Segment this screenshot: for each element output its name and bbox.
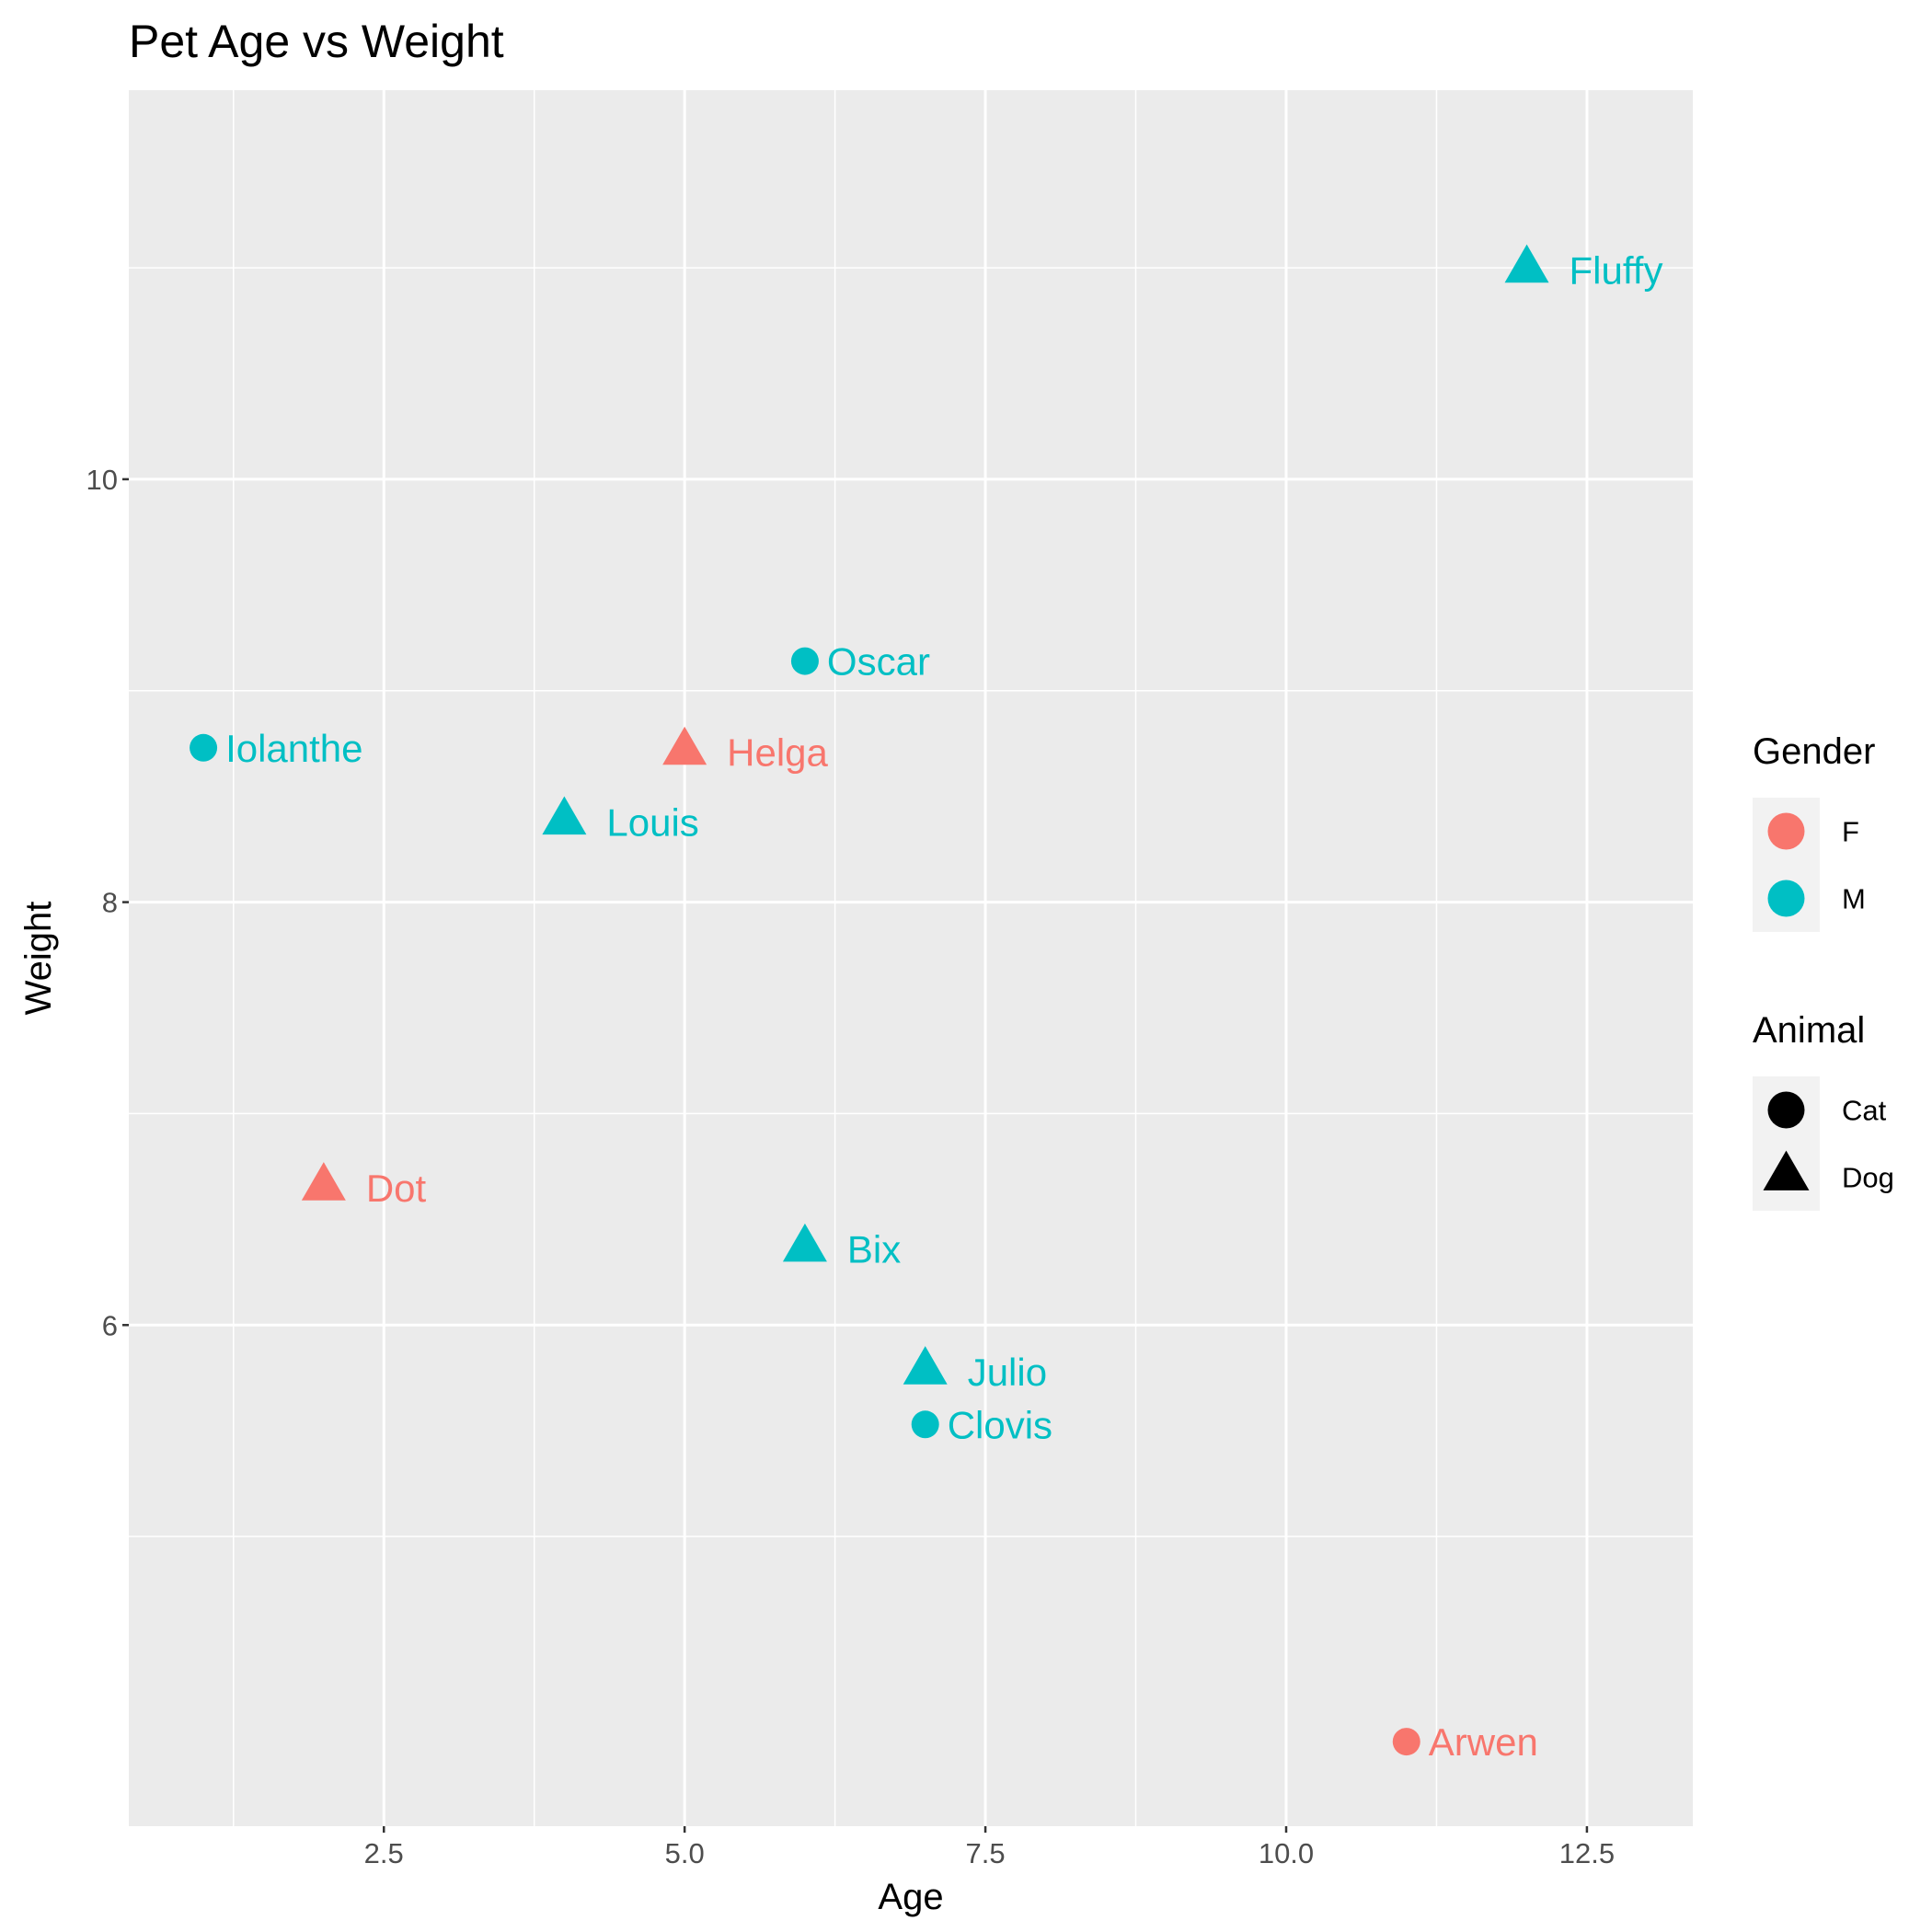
- legend-gender: Gender F M: [1753, 731, 1875, 932]
- point-label-dot: Dot: [366, 1167, 427, 1210]
- point-label-helga: Helga: [727, 730, 828, 774]
- x-tick-label: 5.0: [665, 1837, 705, 1869]
- y-tick-label: 8: [102, 887, 118, 919]
- x-tick-label: 12.5: [1559, 1837, 1615, 1869]
- point-label-julio: Julio: [968, 1351, 1047, 1394]
- chart-title: Pet Age vs Weight: [129, 16, 504, 67]
- point-label-fluffy: Fluffy: [1570, 248, 1663, 292]
- plot-panel: [129, 90, 1693, 1826]
- point-clovis: [911, 1410, 939, 1439]
- point-helga: [662, 726, 707, 765]
- point-oscar: [790, 647, 819, 675]
- point-label-arwen: Arwen: [1429, 1720, 1538, 1764]
- point-julio: [903, 1346, 948, 1385]
- legend: Gender F M Animal Cat Dog: [1753, 731, 1894, 1211]
- y-tick-label: 10: [86, 464, 118, 496]
- legend-label-cat: Cat: [1842, 1095, 1887, 1127]
- legend-label-dog: Dog: [1842, 1162, 1894, 1194]
- point-label-oscar: Oscar: [827, 640, 930, 684]
- x-tick-label: 10.0: [1259, 1837, 1314, 1869]
- point-label-iolanthe: Iolanthe: [225, 727, 362, 770]
- point-arwen: [1392, 1728, 1420, 1756]
- point-label-bix: Bix: [847, 1228, 901, 1271]
- legend-title-gender: Gender: [1753, 731, 1875, 772]
- x-axis: 2.5 5.0 7.5 10.0 12.5: [364, 1826, 1615, 1869]
- y-axis-title: Weight: [18, 902, 59, 1016]
- point-louis: [542, 796, 587, 835]
- point-label-clovis: Clovis: [948, 1403, 1052, 1446]
- point-dot: [301, 1162, 346, 1201]
- data-points: [190, 244, 1549, 1756]
- legend-key-cat: [1767, 1091, 1805, 1129]
- x-tick-label: 7.5: [966, 1837, 1006, 1869]
- legend-key-dog: [1763, 1150, 1810, 1190]
- legend-label-m: M: [1842, 883, 1866, 915]
- point-iolanthe: [190, 733, 218, 762]
- point-labels: Fluffy Oscar Iolanthe Helga Louis Dot Bix Julio…: [225, 248, 1662, 1764]
- legend-animal: Animal Cat Dog: [1753, 1010, 1894, 1211]
- legend-label-f: F: [1842, 816, 1859, 848]
- minor-gridlines: [129, 90, 1693, 1826]
- x-axis-title: Age: [878, 1877, 943, 1917]
- point-bix: [782, 1223, 827, 1262]
- legend-key-m: [1767, 880, 1805, 917]
- major-gridlines: [129, 90, 1693, 1826]
- x-tick-label: 2.5: [364, 1837, 404, 1869]
- y-tick-label: 6: [102, 1309, 118, 1341]
- y-axis: 6 8 10: [86, 464, 129, 1341]
- legend-key-f: [1767, 812, 1805, 850]
- point-label-louis: Louis: [606, 800, 698, 844]
- legend-title-animal: Animal: [1753, 1010, 1865, 1051]
- point-fluffy: [1504, 244, 1549, 283]
